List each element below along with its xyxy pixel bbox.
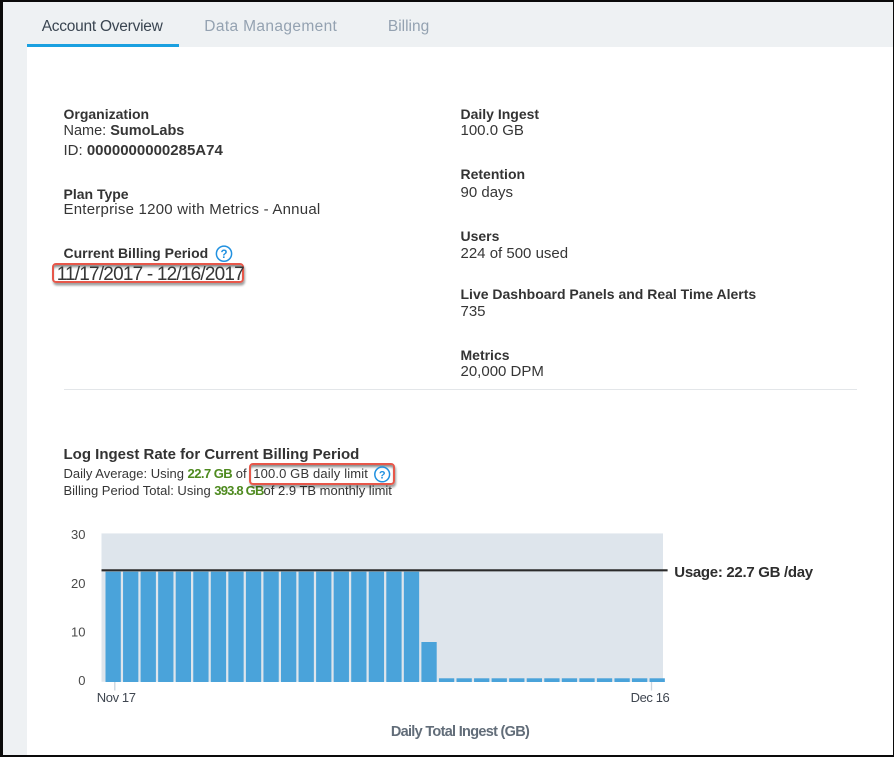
svg-text:30: 30 [71,527,85,542]
svg-text:Usage: 22.7 GB /day: Usage: 22.7 GB /day [674,564,813,581]
svg-text:Nov 17: Nov 17 [97,690,136,705]
svg-text:?: ? [379,469,386,481]
svg-text:0: 0 [78,673,85,688]
svg-text:10: 10 [71,624,85,639]
svg-text:20: 20 [71,576,85,591]
svg-text:Dec 16: Dec 16 [631,690,670,705]
svg-text:?: ? [220,249,227,261]
svg-text:Daily Total Ingest (GB): Daily Total Ingest (GB) [391,724,530,740]
